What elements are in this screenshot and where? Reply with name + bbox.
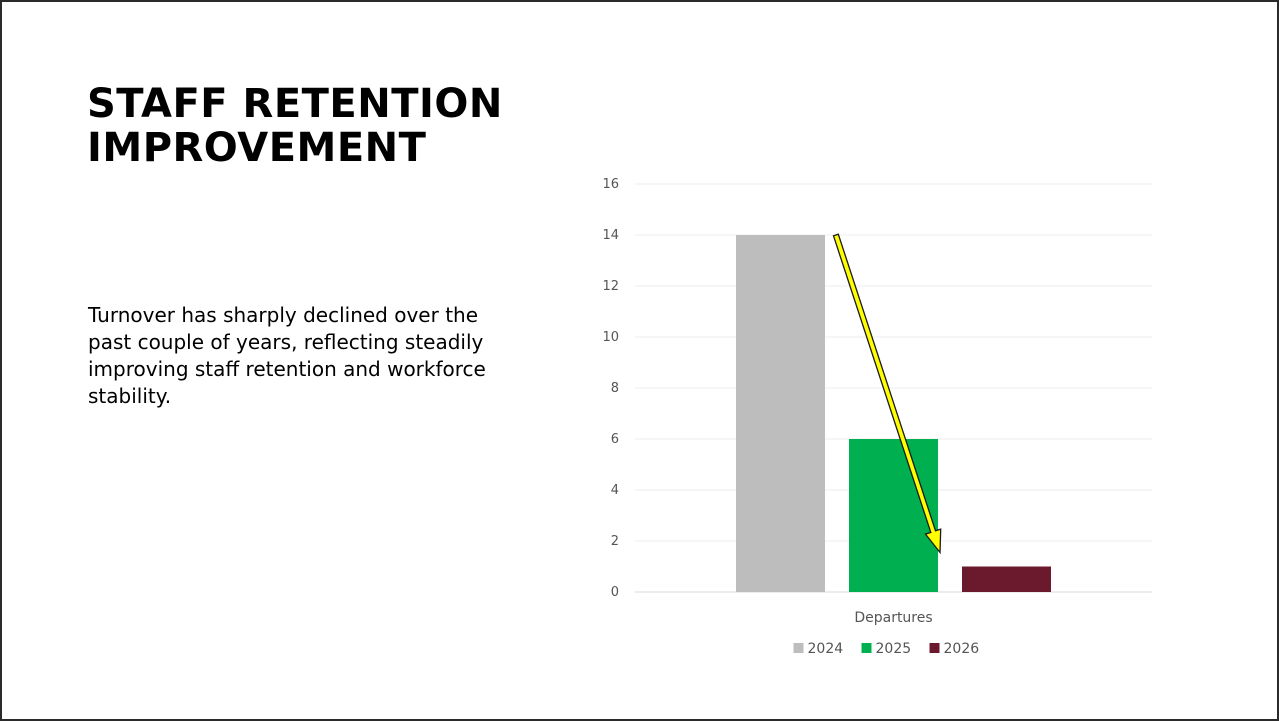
trend-arrow: [832, 233, 942, 555]
legend-label-2025: 2025: [876, 641, 912, 657]
chart-svg: 0 2 4 6 8 10 12 14 16 Departures 2024 2025 2026: [602, 177, 1152, 657]
y-tick-label: 6: [611, 432, 619, 447]
x-category-label: Departures: [854, 610, 932, 626]
legend-label-2024: 2024: [808, 641, 844, 657]
bar-2025: [849, 439, 938, 592]
y-tick-label: 14: [602, 228, 619, 243]
legend-swatch-2026: [929, 643, 940, 653]
bar-2024: [736, 235, 825, 592]
legend-swatch-2024: [793, 643, 804, 653]
slide-title: STAFF RETENTION IMPROVEMENT: [87, 81, 503, 171]
y-tick-label: 12: [602, 279, 619, 294]
y-tick-label: 2: [611, 534, 619, 549]
y-tick-label: 4: [611, 483, 619, 498]
y-tick-label: 10: [602, 330, 619, 345]
legend-label-2026: 2026: [944, 641, 980, 657]
bar-2026: [962, 566, 1051, 592]
slide-body-text: Turnover has sharply declined over the p…: [88, 303, 486, 408]
y-tick-label: 0: [611, 585, 619, 600]
legend-swatch-2025: [861, 643, 872, 653]
y-tick-label: 8: [611, 381, 619, 396]
y-tick-label: 16: [602, 177, 619, 192]
bar-chart: 0 2 4 6 8 10 12 14 16 Departures 2024 2025 2026: [587, 162, 1187, 682]
